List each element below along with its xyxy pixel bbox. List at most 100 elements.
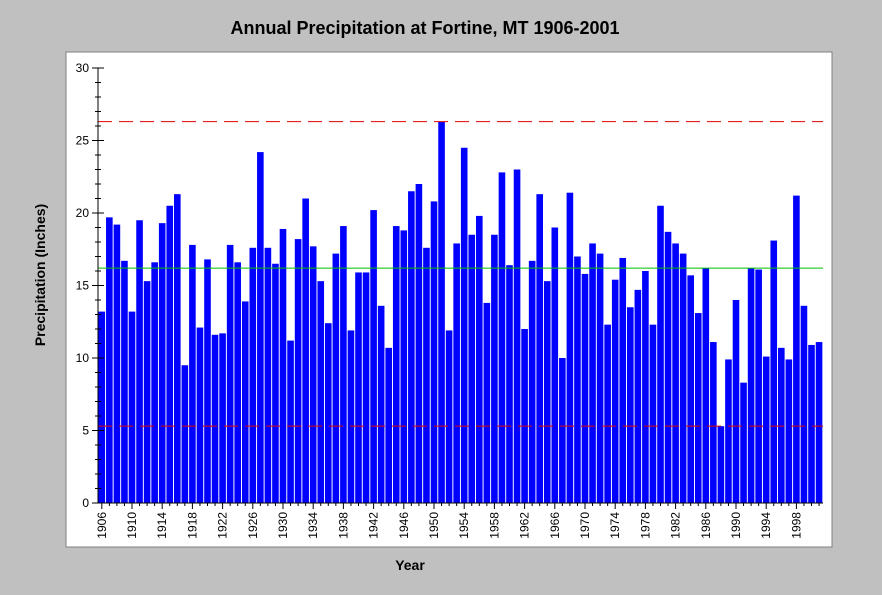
bar <box>702 268 710 503</box>
bar <box>657 205 664 503</box>
x-axis-label: Year <box>395 557 425 573</box>
x-tick-label: 1946 <box>397 512 411 539</box>
bar <box>634 289 642 503</box>
bar <box>415 184 423 503</box>
x-tick-label: 1958 <box>487 512 501 539</box>
bar <box>340 226 347 504</box>
bar <box>528 260 536 503</box>
bar <box>596 253 604 503</box>
bar <box>257 152 264 503</box>
bar <box>151 262 158 503</box>
bar <box>385 347 392 503</box>
bar <box>325 323 332 503</box>
y-axis-label: Precipitation (Inches) <box>32 203 48 347</box>
bar <box>158 223 166 503</box>
bar <box>460 147 468 503</box>
bar <box>332 253 340 503</box>
bar <box>347 330 355 503</box>
y-tick-label: 10 <box>76 351 90 365</box>
x-tick-label: 1942 <box>367 512 381 539</box>
x-tick-label: 1982 <box>669 512 683 539</box>
bar <box>491 234 498 503</box>
x-tick-label: 1930 <box>276 512 290 539</box>
bar <box>559 358 566 503</box>
bar <box>189 244 196 503</box>
bar <box>649 324 657 503</box>
bar <box>211 334 219 503</box>
bar <box>627 307 634 503</box>
bar <box>483 302 491 503</box>
bar <box>377 305 385 503</box>
bar <box>778 347 785 503</box>
y-tick-label: 30 <box>76 61 90 75</box>
bar <box>234 262 241 503</box>
bar <box>808 344 815 503</box>
bar <box>174 194 181 503</box>
bar <box>468 234 476 503</box>
x-tick-label: 1910 <box>125 512 139 539</box>
bar <box>143 281 151 503</box>
x-tick-label: 1906 <box>95 512 109 539</box>
bar <box>543 281 551 503</box>
bar <box>438 121 445 504</box>
bar <box>106 217 113 503</box>
bar <box>589 243 596 503</box>
bar <box>694 313 702 503</box>
bar <box>264 247 272 503</box>
bar <box>219 333 226 503</box>
bar <box>272 263 279 503</box>
bar <box>302 198 309 503</box>
bar <box>536 194 543 503</box>
x-tick-label: 1962 <box>518 512 532 539</box>
bar <box>498 172 506 503</box>
bar <box>181 365 189 503</box>
x-tick-label: 1986 <box>699 512 713 539</box>
bar <box>226 244 234 503</box>
x-tick-label: 1974 <box>608 512 622 539</box>
bar <box>476 215 483 503</box>
x-tick-label: 1934 <box>306 512 320 539</box>
bar <box>249 247 257 503</box>
y-tick-label: 15 <box>76 279 90 293</box>
bar <box>755 269 762 503</box>
bar <box>166 205 174 503</box>
bar <box>800 305 808 503</box>
x-tick-label: 1938 <box>336 512 350 539</box>
bar <box>566 192 574 503</box>
bar <box>317 281 325 503</box>
bar <box>732 300 740 503</box>
bar <box>287 340 294 503</box>
bar <box>574 256 581 503</box>
bar <box>793 195 800 503</box>
x-tick-label: 1918 <box>185 512 199 539</box>
bar <box>196 327 204 503</box>
bar <box>430 201 438 503</box>
bar <box>762 356 770 503</box>
bar <box>113 224 121 503</box>
bar <box>408 191 415 503</box>
bar <box>521 329 528 503</box>
bar <box>747 268 755 503</box>
chart-title: Annual Precipitation at Fortine, MT 1906… <box>230 18 620 38</box>
bar <box>128 311 136 503</box>
x-tick-label: 1954 <box>457 512 471 539</box>
bar <box>279 228 287 503</box>
y-tick-label: 25 <box>76 134 90 148</box>
bar <box>551 227 559 503</box>
x-tick-label: 1966 <box>548 512 562 539</box>
bar <box>309 246 317 503</box>
bar <box>453 243 460 503</box>
bar <box>392 226 400 504</box>
y-tick-label: 5 <box>82 424 89 438</box>
bar <box>370 210 377 503</box>
bar <box>642 271 649 503</box>
bar <box>241 301 249 503</box>
bar <box>121 260 128 503</box>
bar <box>740 382 747 503</box>
bar <box>611 279 619 503</box>
x-tick-label: 1978 <box>638 512 652 539</box>
y-tick-label: 20 <box>76 206 90 220</box>
bar <box>423 247 430 503</box>
bar <box>717 426 725 503</box>
